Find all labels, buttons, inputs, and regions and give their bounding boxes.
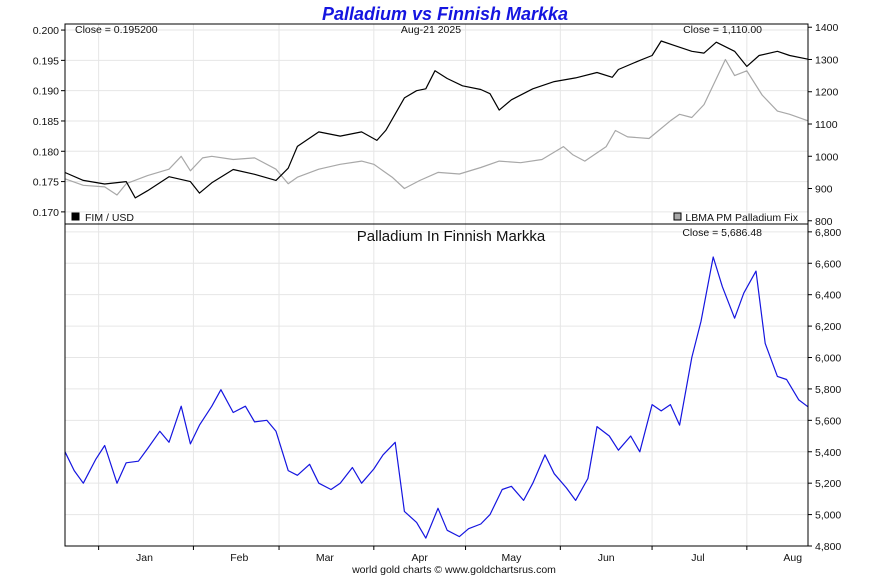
- bottom-panel-title: Palladium In Finnish Markka: [357, 228, 546, 245]
- top-panel-frame: [64, 23, 809, 225]
- left-tick-label-4: 0.190: [33, 86, 59, 98]
- right-close-label: Close = 1,110.00: [683, 24, 762, 36]
- bottom-right-tick-label-6: 6,000: [815, 353, 841, 365]
- bottom-right-tick-label-4: 5,600: [815, 415, 841, 427]
- bottom-right-tick-label-5: 5,800: [815, 384, 841, 396]
- legend-swatch-palladium-fix: [673, 212, 682, 221]
- right-tick-label-6: 1400: [815, 22, 839, 34]
- left-close-label: Close = 0.195200: [75, 24, 158, 36]
- bottom-right-tick-label-0: 4,800: [815, 541, 841, 553]
- right-tick-label-3: 1100: [815, 119, 838, 131]
- bottom-close-label: Close = 5,686.48: [682, 227, 762, 239]
- x-axis: Jan Feb Mar Apr May Jun Jul Aug: [98, 546, 802, 564]
- series-line-fim-usd: [64, 40, 809, 199]
- legend-palladium-fix: LBMA PM Palladium Fix: [673, 212, 799, 224]
- bottom-panel-frame: [64, 223, 809, 547]
- x-tick-label-jan: Jan: [136, 552, 153, 564]
- footer-credit: world gold charts © www.goldchartsrus.co…: [351, 564, 556, 575]
- left-tick-label-5: 0.195: [33, 55, 59, 67]
- legend-fim-usd: FIM / USD: [71, 212, 134, 224]
- right-tick-label-1: 900: [815, 184, 833, 196]
- date-label: Aug-21 2025: [401, 24, 461, 36]
- series-line-palladium-usd: [64, 58, 809, 196]
- left-tick-label-1: 0.175: [33, 177, 59, 189]
- x-tick-label-jun: Jun: [598, 552, 615, 564]
- top-panel-grid: [65, 24, 808, 224]
- chart-title: Palladium vs Finnish Markka: [322, 4, 568, 24]
- x-tick-label-aug: Aug: [783, 552, 802, 564]
- x-tick-label-mar: Mar: [316, 552, 335, 564]
- right-tick-label-4: 1200: [815, 87, 839, 99]
- left-tick-label-3: 0.185: [33, 116, 59, 128]
- x-tick-label-feb: Feb: [230, 552, 248, 564]
- bottom-right-tick-label-9: 6,600: [815, 258, 841, 270]
- bottom-panel: 4,800 5,000 5,200 5,400 5,600 5,800 6,000 6,200…: [64, 223, 841, 564]
- top-right-axis: 800 900 1000 1100 1200 1300 1400: [808, 22, 839, 228]
- bottom-panel-grid: [65, 224, 808, 547]
- bottom-right-tick-label-3: 5,400: [815, 447, 841, 459]
- right-tick-label-0: 800: [815, 216, 833, 228]
- left-tick-label-2: 0.180: [33, 146, 59, 158]
- x-tick-label-may: May: [501, 552, 522, 564]
- x-tick-label-apr: Apr: [412, 552, 429, 564]
- legend-swatch-fim-usd: [71, 212, 80, 221]
- right-tick-label-2: 1000: [815, 151, 839, 163]
- bottom-right-tick-label-8: 6,400: [815, 290, 841, 302]
- bottom-right-tick-label-2: 5,200: [815, 478, 841, 490]
- legend-label-fim-usd: FIM / USD: [85, 212, 134, 224]
- left-tick-label-6: 0.200: [33, 25, 59, 37]
- top-left-axis: 0.170 0.175 0.180 0.185 0.190 0.195 0.200: [33, 25, 65, 219]
- bottom-right-axis: 4,800 5,000 5,200 5,400 5,600 5,800 6,000 6,200…: [808, 227, 841, 553]
- bottom-panel-series: [64, 256, 809, 539]
- left-tick-label-0: 0.170: [33, 207, 59, 219]
- top-panel-series: [64, 40, 809, 199]
- x-tick-label-jul: Jul: [691, 552, 704, 564]
- legend-label-palladium-fix: LBMA PM Palladium Fix: [685, 212, 798, 224]
- series-line-palladium-fim: [64, 256, 809, 539]
- top-panel: 0.170 0.175 0.180 0.185 0.190 0.195 0.200 800 9…: [33, 22, 839, 228]
- bottom-right-tick-label-1: 5,000: [815, 510, 841, 522]
- bottom-right-tick-label-7: 6,200: [815, 321, 841, 333]
- right-tick-label-5: 1300: [815, 54, 839, 66]
- bottom-right-tick-label-10: 6,800: [815, 227, 841, 239]
